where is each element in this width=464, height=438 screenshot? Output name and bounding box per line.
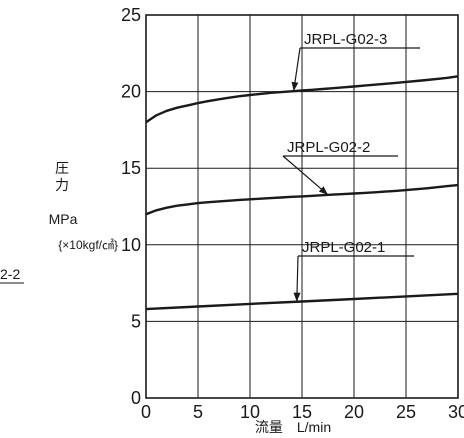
tick-labels: 0 5 10 15 20 25 30 0 5 10 15 20 25 <box>121 5 464 422</box>
annotation-label-jrpl-g02-2: JRPL-G02-2 <box>287 139 370 156</box>
grid-lines <box>145 14 459 399</box>
series-line-jrpl-g02-3 <box>145 75 459 124</box>
annotation-arrowhead-jrpl-g02-3 <box>291 81 299 92</box>
y-tick-label-10: 10 <box>121 235 141 255</box>
y-tick-label-15: 15 <box>121 158 141 178</box>
y-axis-title-line-2: 力 <box>55 177 69 193</box>
annotation-leader-jrpl-g02-2 <box>282 155 329 196</box>
series-lines <box>145 75 459 311</box>
x-tick-label-5: 5 <box>193 402 203 422</box>
series-annotations: JRPL-G02-3 JRPL-G02-2 JRPL-G02-1 <box>282 31 420 302</box>
x-tick-label-20: 20 <box>344 402 364 422</box>
x-tick-label-0: 0 <box>141 402 151 422</box>
series-line-jrpl-g02-1 <box>145 292 459 311</box>
y-axis-unit-alt: {×10kgf/㎠} <box>58 238 118 252</box>
y-axis-unit: MPa <box>49 211 78 227</box>
series-line-jrpl-g02-2 <box>145 183 459 216</box>
x-tick-label-15: 15 <box>292 402 312 422</box>
y-tick-label-0: 0 <box>131 388 141 408</box>
y-tick-label-20: 20 <box>121 82 141 102</box>
x-tick-label-10: 10 <box>240 402 260 422</box>
annotation-label-jrpl-g02-1: JRPL-G02-1 <box>302 239 385 256</box>
annotation-arrowhead-jrpl-g02-1 <box>293 292 301 302</box>
annotation-label-jrpl-g02-3: JRPL-G02-3 <box>304 31 387 48</box>
y-tick-label-5: 5 <box>131 311 141 331</box>
x-tick-label-30: 30 <box>448 402 464 422</box>
annotation-arrowhead-jrpl-g02-2 <box>318 186 328 195</box>
edge-fragment-label: 2-2 <box>0 266 20 282</box>
x-axis-title: 流量 L/min <box>255 419 331 435</box>
y-axis-title-line-1: 圧 <box>55 160 69 176</box>
x-tick-label-25: 25 <box>396 402 416 422</box>
y-tick-label-25: 25 <box>121 5 141 25</box>
